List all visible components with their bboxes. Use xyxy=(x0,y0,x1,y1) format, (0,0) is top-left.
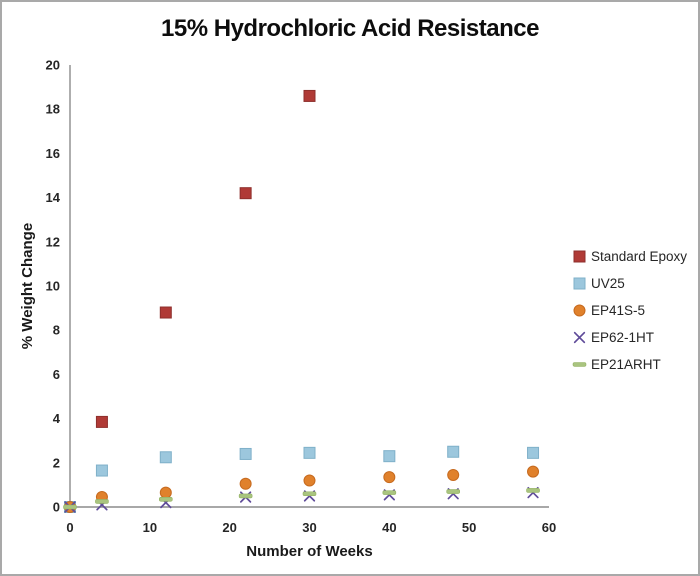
data-point-ep21arht xyxy=(159,496,173,502)
legend-square-marker-icon xyxy=(572,249,587,264)
data-point-uv25 xyxy=(527,446,540,459)
data-point-ep41s-5 xyxy=(383,471,396,484)
x-axis-title: Number of Weeks xyxy=(246,543,372,560)
legend-x-marker-icon xyxy=(572,330,587,345)
data-point-uv25 xyxy=(159,451,172,464)
data-point-ep41s-5 xyxy=(303,474,316,487)
y-axis-tick-label: 18 xyxy=(46,102,60,117)
y-axis-tick-label: 10 xyxy=(46,279,60,294)
legend-item-ep21arht: EP21ARHT xyxy=(572,356,687,372)
data-point-ep21arht xyxy=(302,491,317,497)
chart-title: 15% Hydrochloric Acid Resistance xyxy=(161,15,539,42)
y-axis-tick-label: 2 xyxy=(53,455,60,470)
y-axis-tick-label: 8 xyxy=(53,323,60,338)
x-axis-tick-label: 60 xyxy=(542,520,556,535)
legend-label: EP41S-5 xyxy=(591,302,646,318)
y-axis-tick-label: 16 xyxy=(46,146,60,161)
x-axis-tick-label: 50 xyxy=(462,520,476,535)
x-axis-tick-label: 10 xyxy=(143,520,157,535)
x-axis-tick-label: 20 xyxy=(222,520,236,535)
y-axis-tick-label: 4 xyxy=(53,411,61,426)
data-point-ep41s-5 xyxy=(239,477,252,490)
data-point-uv25 xyxy=(447,445,460,458)
legend-label: EP62-1HT xyxy=(591,329,655,345)
legend-label: Standard Epoxy xyxy=(591,248,688,264)
data-point-standard-epoxy xyxy=(159,306,172,319)
data-point-ep21arht xyxy=(446,489,461,494)
chart-legend: Standard Epoxy UV25 EP41S-5 EP62-1HT EP2… xyxy=(572,248,688,372)
data-point-standard-epoxy xyxy=(239,187,252,200)
x-axis-tick-label: 0 xyxy=(66,520,73,535)
data-point-ep21arht xyxy=(95,499,109,504)
x-axis-tick-label: 40 xyxy=(382,520,396,535)
y-axis-tick-label: 20 xyxy=(46,58,60,73)
data-point-uv25 xyxy=(383,450,396,463)
y-axis-tick-label: 6 xyxy=(53,367,60,382)
data-point-ep41s-5 xyxy=(527,465,540,478)
data-point-uv25 xyxy=(303,446,316,459)
legend-item-standard-epoxy: Standard Epoxy xyxy=(572,248,688,264)
legend-dash-marker-icon xyxy=(572,357,587,372)
y-axis-tick-label: 0 xyxy=(53,500,60,515)
legend-item-ep41s-5: EP41S-5 xyxy=(572,302,687,318)
data-point-ep41s-5 xyxy=(447,468,460,481)
y-axis-title: % Weight Change xyxy=(19,223,36,349)
data-point-uv25 xyxy=(95,464,108,477)
legend-circle-marker-icon xyxy=(572,303,587,318)
x-axis-tick-label: 30 xyxy=(302,520,316,535)
legend-label: UV25 xyxy=(591,275,625,291)
data-point-ep21arht xyxy=(526,488,540,493)
y-axis-tick-label: 12 xyxy=(46,234,60,249)
data-point-standard-epoxy xyxy=(303,89,316,102)
legend-square-marker-icon xyxy=(572,276,587,291)
data-point-ep21arht xyxy=(238,493,253,499)
data-point-ep21arht xyxy=(63,504,77,510)
legend-item-ep62-1ht: EP62-1HT xyxy=(572,329,687,345)
legend-item-uv25: UV25 xyxy=(572,275,687,291)
legend-label: EP21ARHT xyxy=(591,356,661,372)
y-axis-tick-label: 14 xyxy=(46,190,61,205)
data-point-ep41s-5 xyxy=(159,486,172,499)
data-point-ep21arht xyxy=(382,490,397,495)
data-point-uv25 xyxy=(239,447,252,460)
data-point-standard-epoxy xyxy=(95,415,108,428)
